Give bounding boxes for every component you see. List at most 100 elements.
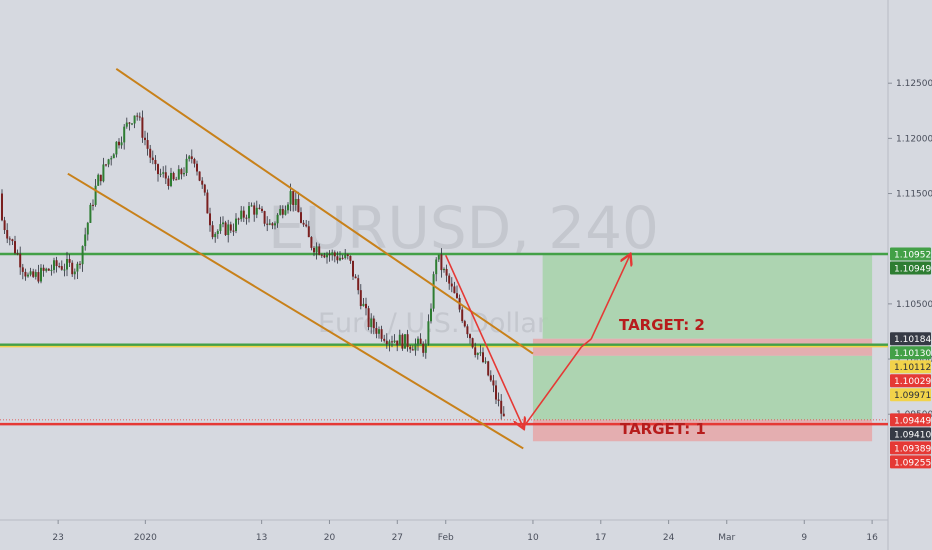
price-tag-label-8: 1.09410	[894, 430, 931, 440]
candle-183	[476, 352, 479, 355]
price-tag-4	[890, 360, 931, 374]
time-tick-11: 16	[866, 533, 878, 543]
candle-13	[34, 272, 37, 277]
candle-53	[138, 116, 141, 118]
candle-82	[214, 233, 217, 238]
candle-52	[136, 115, 139, 117]
zone-0	[542, 254, 873, 339]
candle-108	[281, 208, 284, 215]
candle-190	[495, 385, 497, 400]
candle-133	[346, 254, 349, 256]
channel-lower-line	[67, 172, 524, 450]
zones-layer	[532, 254, 873, 442]
candle-129	[336, 256, 339, 261]
candle-46	[120, 142, 123, 146]
candle-29	[76, 263, 79, 272]
price-tag-label-1: 1.10949	[894, 265, 931, 275]
time-tick-3: 20	[324, 533, 336, 543]
candle-170	[443, 268, 445, 271]
candle-93	[242, 210, 245, 218]
candle-136	[354, 276, 357, 279]
candle-94	[245, 217, 248, 219]
candle-91	[237, 218, 240, 220]
candle-14	[37, 272, 40, 282]
price-tag-label-6: 1.09971	[894, 391, 931, 401]
candle-159	[414, 343, 417, 351]
candle-113	[294, 198, 297, 206]
candle-166	[432, 274, 435, 309]
time-tick-1: 2020	[134, 533, 157, 543]
candle-27	[71, 262, 74, 275]
candle-141	[367, 308, 370, 328]
forecast-layer	[445, 255, 630, 428]
candle-62	[162, 172, 165, 174]
candle-139	[362, 303, 365, 307]
candle-23	[60, 266, 63, 270]
price-tag-6	[890, 388, 931, 402]
candle-115	[300, 212, 302, 223]
time-axis-ticks: 23 2020 13 20 27 Feb 10 17 24 Mar 9 16	[52, 520, 878, 543]
candle-112	[292, 191, 295, 206]
candle-145	[378, 329, 380, 334]
candle-56	[146, 140, 149, 149]
candle-54	[141, 117, 144, 138]
candle-89	[232, 230, 235, 232]
candle-15	[40, 267, 42, 282]
candle-193	[502, 413, 505, 417]
zone-2	[532, 355, 873, 420]
candle-103	[268, 223, 271, 225]
candle-33	[86, 222, 89, 235]
candle-188	[489, 375, 492, 381]
target-2-label: TARGET: 2	[619, 316, 705, 334]
candle-175	[456, 293, 458, 298]
candle-146	[380, 329, 383, 339]
candle-51	[133, 115, 136, 124]
candle-78	[203, 184, 206, 193]
candle-20	[53, 260, 55, 270]
forecast-arrow-1	[522, 346, 583, 428]
candle-164	[427, 321, 430, 344]
candle-32	[84, 234, 87, 247]
candle-160	[417, 338, 419, 344]
candle-169	[440, 254, 443, 271]
candle-132	[344, 254, 347, 259]
candle-63	[164, 172, 167, 179]
candle-130	[339, 257, 341, 261]
price-tag-label-7: 1.09449	[894, 416, 931, 426]
candle-118	[307, 226, 310, 238]
candle-181	[471, 338, 474, 348]
candle-4	[11, 239, 14, 242]
candle-92	[240, 210, 243, 220]
candle-140	[365, 303, 367, 309]
candle-124	[323, 255, 326, 258]
price-tick-1: 1.12000	[896, 134, 932, 144]
candle-117	[305, 224, 308, 227]
candle-158	[411, 349, 414, 351]
candle-105	[274, 223, 276, 226]
candle-172	[448, 275, 451, 284]
candle-128	[333, 252, 336, 257]
candle-21	[55, 260, 58, 267]
candle-58	[151, 157, 154, 161]
candle-127	[331, 252, 334, 255]
candle-2	[6, 230, 9, 239]
candle-96	[250, 205, 253, 207]
watermark-description: Euro / U.S. Dollar	[318, 308, 549, 339]
candle-45	[118, 141, 120, 146]
candle-44	[115, 141, 118, 155]
candle-35	[92, 204, 94, 206]
candle-65	[170, 172, 172, 186]
price-tag-3	[890, 346, 931, 360]
candle-98	[255, 207, 258, 215]
candle-180	[469, 334, 471, 339]
time-tick-5: Feb	[438, 533, 454, 543]
candle-9	[24, 271, 27, 277]
time-tick-9: Mar	[718, 533, 735, 543]
candle-150	[391, 341, 393, 343]
candle-18	[47, 268, 50, 271]
candle-87	[227, 224, 230, 236]
candle-186	[484, 361, 487, 363]
candle-57	[149, 148, 152, 158]
candle-120	[313, 247, 315, 253]
